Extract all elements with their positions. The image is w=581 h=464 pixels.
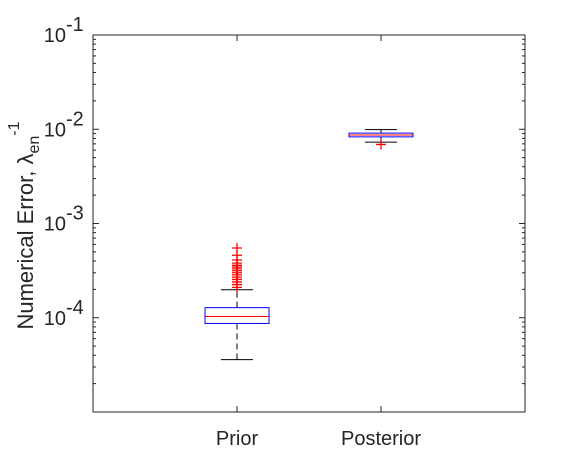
y-tick-exponent: -2 <box>66 108 84 130</box>
interquartile-box <box>204 307 270 324</box>
y-tick-exponent: -3 <box>66 203 84 225</box>
y-axis-title: Numerical Error, λen-1 <box>6 121 43 329</box>
y-tick-label: 10 <box>44 308 66 330</box>
x-tick-label: Posterior <box>341 428 421 450</box>
y-tick-label: 10 <box>44 119 66 141</box>
outlier-marker <box>376 139 386 150</box>
y-axis: 10-110-210-310-4 <box>44 14 525 413</box>
y-tick-exponent: -1 <box>66 14 84 36</box>
x-axis: Prior Posterior <box>216 35 421 450</box>
box-prior <box>204 242 270 361</box>
y-tick-exponent: -4 <box>66 297 84 319</box>
box-posterior <box>348 129 414 150</box>
y-axis-title-main: Numerical Error, <box>13 164 38 329</box>
outlier-marker <box>232 242 242 253</box>
y-tick-label: 10 <box>44 214 66 236</box>
y-tick-label: 10 <box>44 25 66 47</box>
y-axis-title-subscript: en <box>26 136 43 154</box>
y-axis-title-superscript: -1 <box>6 121 23 135</box>
y-axis-title-lambda: λ <box>13 153 38 164</box>
x-tick-label: Prior <box>216 428 259 450</box>
plot-area <box>204 129 414 361</box>
